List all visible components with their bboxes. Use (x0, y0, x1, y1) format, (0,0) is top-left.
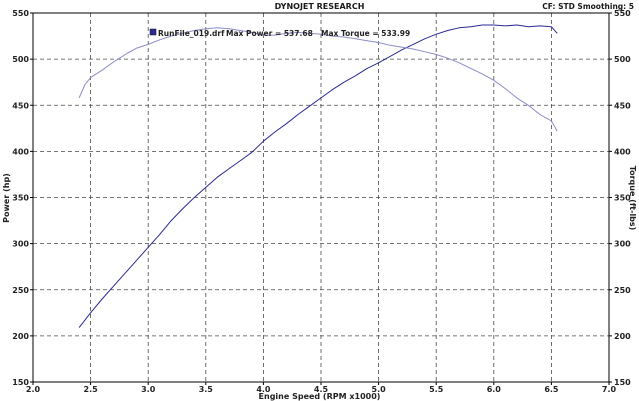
x-tick-label: 2.5 (84, 385, 99, 394)
grid-lines (33, 13, 609, 382)
y-right-tick-label: 300 (614, 240, 631, 249)
y-left-tick-label: 150 (12, 378, 29, 387)
legend-run-name: RunFile_019.drf (158, 29, 225, 38)
y-right-tick-label: 500 (614, 55, 631, 64)
y-axis-left-label: Power (hp) (2, 173, 11, 223)
x-tick-label: 7.0 (602, 385, 617, 394)
chart-title: DYNOJET RESEARCH (275, 2, 365, 11)
x-tick-label: 3.5 (199, 385, 214, 394)
y-left-tick-label: 350 (12, 194, 29, 203)
series-lines (78, 24, 558, 328)
x-tick-label: 3.0 (141, 385, 156, 394)
y-left-tick-label: 250 (12, 286, 29, 295)
legend-max-torque: Max Torque = 533.99 (321, 29, 410, 38)
y-axis-left-ticks: 150 200 250 300 350 400 450 500 550 (12, 9, 33, 387)
correction-info: CF: STD Smoothing: 5 (542, 2, 634, 11)
y-left-tick-label: 400 (12, 147, 29, 156)
y-left-tick-label: 450 (12, 101, 29, 110)
y-right-tick-label: 250 (614, 286, 631, 295)
y-right-tick-label: 550 (614, 9, 631, 18)
x-tick-label: 5.5 (429, 385, 444, 394)
y-right-tick-label: 150 (614, 378, 631, 387)
y-left-tick-label: 300 (12, 240, 29, 249)
y-right-tick-label: 400 (614, 147, 631, 156)
y-axis-right-ticks: 150 200 250 300 350 400 450 500 550 (609, 9, 631, 387)
y-right-tick-label: 450 (614, 101, 631, 110)
y-left-tick-label: 500 (12, 55, 29, 64)
x-axis-label: Engine Speed (RPM x1000) (259, 392, 381, 401)
legend-max-power: Max Power = 537.68 (226, 29, 313, 38)
x-tick-label: 4.0 (256, 385, 271, 394)
x-tick-label: 2.0 (26, 385, 41, 394)
y-axis-right-label: Torque (ft-lbs) (628, 166, 637, 231)
legend: RunFile_019.drf Max Power = 537.68 Max T… (149, 28, 410, 38)
y-left-tick-label: 200 (12, 332, 29, 341)
x-tick-label: 6.5 (544, 385, 559, 394)
y-right-tick-label: 350 (614, 194, 631, 203)
x-tick-label: 6.0 (487, 385, 502, 394)
legend-swatch (149, 28, 157, 36)
y-left-tick-label: 550 (12, 9, 29, 18)
x-tick-label: 5.0 (372, 385, 387, 394)
power-series-line (78, 24, 558, 328)
torque-series-line (78, 27, 558, 132)
y-right-tick-label: 200 (614, 332, 631, 341)
x-tick-label: 4.5 (314, 385, 329, 394)
